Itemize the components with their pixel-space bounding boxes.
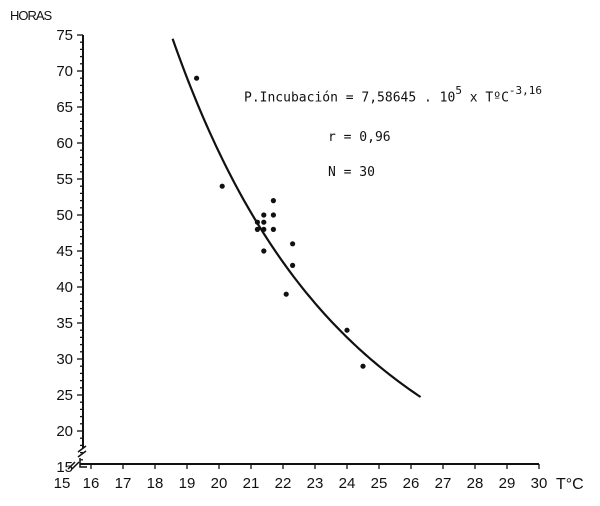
axis-corner <box>79 458 87 468</box>
n-annotation: N = 30 <box>328 165 375 180</box>
data-point <box>270 198 276 204</box>
data-point <box>254 226 260 232</box>
data-point <box>283 291 289 297</box>
x-tick-label: 20 <box>211 475 228 492</box>
x-tick-label: 18 <box>147 475 164 492</box>
equation-annotation: P.Incubación = 7,58645 . 105 x TºC-3,16 <box>244 84 543 106</box>
y-tick-label: 70 <box>56 63 73 80</box>
y-tick-label: 35 <box>56 315 73 332</box>
x-tick-label: 27 <box>435 475 452 492</box>
data-point <box>261 212 267 218</box>
y-tick-label: 65 <box>56 99 73 116</box>
y-tick-label: 75 <box>56 27 73 44</box>
x-axis-label: T°C <box>556 476 584 493</box>
x-tick-label: 28 <box>467 475 484 492</box>
y-tick-label: 50 <box>56 207 73 224</box>
x-tick-label: 23 <box>307 475 324 492</box>
x-tick-label: 15 <box>54 475 71 492</box>
equation-mid: x T <box>461 90 494 106</box>
y-tick-label: 45 <box>56 243 73 260</box>
x-tick-label: 25 <box>371 475 388 492</box>
y-tick-label: 40 <box>56 279 73 296</box>
x-tick-label: 19 <box>179 475 196 492</box>
data-point <box>344 327 350 333</box>
data-point <box>261 226 267 232</box>
x-tick-label: 17 <box>115 475 132 492</box>
x-tick-label: 22 <box>275 475 292 492</box>
data-point <box>270 212 276 218</box>
data-point <box>270 226 276 232</box>
equation-unit: C <box>501 90 509 106</box>
data-point <box>290 241 296 247</box>
data-point <box>219 183 225 189</box>
x-tick-label: 21 <box>243 475 260 492</box>
data-point <box>360 363 366 369</box>
data-point <box>261 248 267 254</box>
y-tick-label: 60 <box>56 135 73 152</box>
equation-prefix: P.Incubación = 7,58645 . 10 <box>244 90 456 106</box>
y-axis-break <box>77 445 87 458</box>
data-point <box>194 75 200 81</box>
x-axis-break <box>67 461 80 470</box>
x-tick-label: 26 <box>403 475 420 492</box>
y-tick-label: 30 <box>56 351 73 368</box>
data-point <box>254 219 260 225</box>
x-tick-label: 24 <box>339 475 356 492</box>
y-tick-label: 55 <box>56 171 73 188</box>
y-tick-label: 15 <box>56 459 73 476</box>
x-tick-label: 16 <box>83 475 100 492</box>
y-tick-label: 20 <box>56 423 73 440</box>
y-tick-label: 25 <box>56 387 73 404</box>
data-point <box>261 219 267 225</box>
equation-exponent-2: -3,16 <box>508 84 543 97</box>
r-annotation: r = 0,96 <box>328 130 391 145</box>
equation-degree: º <box>493 90 502 106</box>
y-axis-label: HORAS <box>10 8 53 23</box>
x-tick-label: 30 <box>531 475 548 492</box>
data-point <box>290 262 296 268</box>
x-tick-label: 29 <box>499 475 516 492</box>
equation-exponent-1: 5 <box>455 84 462 97</box>
fitted-curve <box>171 38 422 398</box>
